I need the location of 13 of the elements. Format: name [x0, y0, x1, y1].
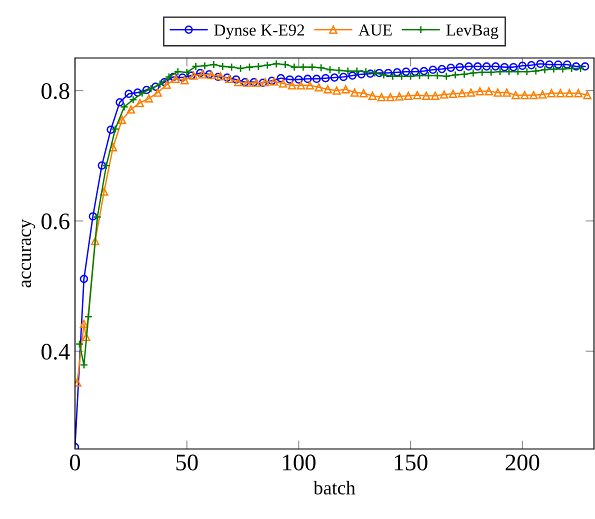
x-axis-title: batch [313, 480, 356, 495]
x-tick-label: 200 [506, 454, 540, 470]
x-tick-label: 100 [283, 454, 316, 470]
y-tick-label: 0.6 [42, 213, 70, 230]
x-tick-label: 0 [70, 454, 80, 470]
legend-label: LevBag [446, 24, 498, 40]
y-tick-label: 0.4 [42, 344, 70, 360]
y-tick-label: 0.8 [42, 83, 70, 100]
x-tick-label: 150 [394, 454, 428, 470]
y-axis-title: accuracy [22, 219, 36, 288]
legend-label: Dynse K-E92 [214, 24, 304, 40]
x-tick-label: 50 [176, 454, 198, 470]
legend-label: AUE [358, 24, 392, 36]
